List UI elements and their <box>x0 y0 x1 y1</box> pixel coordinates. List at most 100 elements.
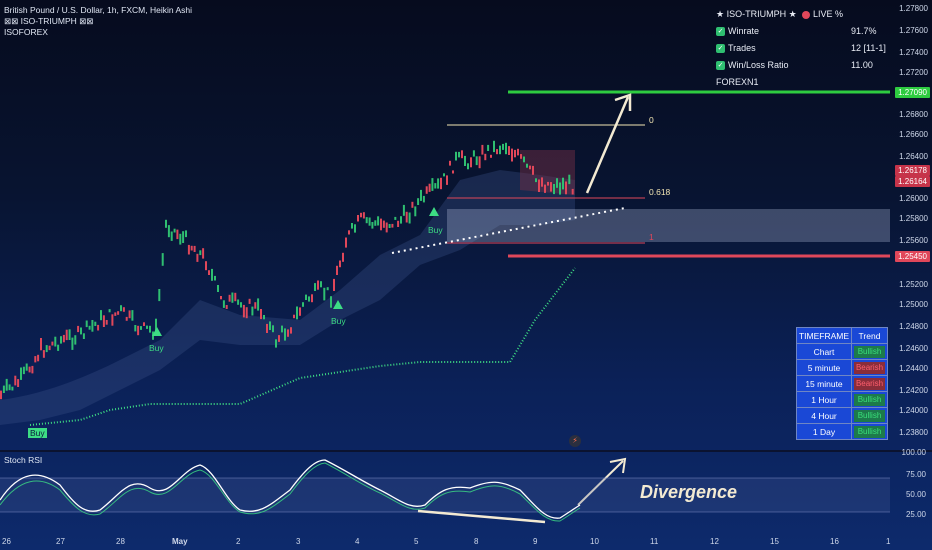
candle <box>478 156 481 169</box>
fib-label-0: 0 <box>649 115 654 125</box>
live-indicator: LIVE % <box>802 6 843 23</box>
candle <box>266 323 268 333</box>
divergence-annotation: Divergence <box>640 482 738 502</box>
brand-name: ISOFOREX <box>4 27 48 37</box>
fib-label-618: 0.618 <box>649 187 671 197</box>
candle <box>499 145 501 155</box>
indicator-name[interactable]: ⊠⊠ ISO-TRIUMPH ⊠⊠ <box>4 16 94 26</box>
candle <box>272 325 274 333</box>
candle <box>496 149 498 155</box>
candle <box>111 314 114 326</box>
candle <box>131 310 134 321</box>
candle <box>275 339 277 348</box>
rsi-k-line <box>0 459 581 519</box>
candle <box>296 306 298 320</box>
candle <box>320 281 322 288</box>
tf-row-4h: 4 Hour Bullish <box>796 407 888 424</box>
candle <box>158 289 161 302</box>
candle <box>400 216 402 224</box>
candle <box>333 278 335 291</box>
candle <box>431 178 434 191</box>
candle <box>394 216 397 220</box>
candle <box>51 341 54 346</box>
candle <box>155 318 157 331</box>
candle <box>559 182 561 195</box>
candle <box>351 223 353 229</box>
candle <box>193 245 196 252</box>
candle <box>199 250 202 256</box>
candle <box>71 337 74 350</box>
candle <box>323 287 326 301</box>
candle <box>205 261 207 271</box>
candle <box>225 305 228 309</box>
candle <box>117 311 120 315</box>
candle <box>60 336 62 344</box>
candle <box>11 386 14 391</box>
candle <box>128 310 131 319</box>
candle <box>336 265 338 275</box>
tf-row-5m: 5 minute Bearish <box>796 359 888 376</box>
candle <box>228 294 231 302</box>
stats-title: ★ ISO-TRIUMPH ★ <box>716 9 797 19</box>
candle <box>326 287 329 291</box>
candle <box>565 181 567 195</box>
candle <box>208 270 210 275</box>
price-axis[interactable]: 1.27800 1.27600 1.27400 1.27200 1.26800 … <box>892 0 932 450</box>
candle <box>452 170 454 174</box>
rsi-band <box>0 478 890 512</box>
candle <box>65 329 68 341</box>
candlesticks <box>0 140 574 400</box>
candle <box>317 280 319 290</box>
candle <box>402 204 405 216</box>
candle <box>511 148 513 162</box>
check-icon: ✓ <box>716 27 725 37</box>
candle <box>91 320 94 332</box>
candle <box>240 302 242 308</box>
candle <box>17 379 20 387</box>
oscillator-name[interactable]: Stoch RSI <box>4 455 43 465</box>
candle <box>20 367 22 380</box>
candle <box>385 222 388 233</box>
candle <box>520 154 522 159</box>
cloud-band-red <box>520 150 575 195</box>
candle <box>8 384 11 391</box>
candle <box>187 244 190 255</box>
candle <box>339 260 341 268</box>
candle <box>505 142 507 155</box>
candle <box>449 160 451 166</box>
price-tag-target: 1.27090 <box>895 87 930 98</box>
candle <box>263 315 265 320</box>
candle <box>190 245 193 251</box>
candle <box>176 229 179 240</box>
lightning-icon[interactable]: ⚡ <box>569 435 581 447</box>
symbol-title[interactable]: British Pound / U.S. Dollar, 1h, FXCM, H… <box>4 5 193 15</box>
candle <box>97 324 100 331</box>
candle <box>211 268 213 281</box>
candle <box>14 375 17 386</box>
arrow-up-main <box>585 93 632 194</box>
candle <box>532 165 534 175</box>
candle <box>434 183 437 189</box>
candle <box>405 211 408 223</box>
candle <box>293 314 295 319</box>
candle <box>382 220 385 228</box>
candle <box>314 283 316 291</box>
candle <box>48 345 51 351</box>
candle <box>120 305 122 312</box>
candle <box>377 216 380 226</box>
candle <box>40 338 42 351</box>
candle <box>114 312 117 316</box>
candle <box>105 320 108 325</box>
candle <box>562 177 564 190</box>
candle <box>481 144 484 155</box>
candle <box>45 345 48 353</box>
candle <box>467 163 469 170</box>
rsi-d-line <box>0 462 581 522</box>
candle <box>493 140 495 153</box>
candle <box>214 275 216 281</box>
candle <box>88 325 91 330</box>
check-icon: ✓ <box>716 44 725 54</box>
buy-marker-1 <box>152 327 162 336</box>
candle <box>455 151 457 161</box>
